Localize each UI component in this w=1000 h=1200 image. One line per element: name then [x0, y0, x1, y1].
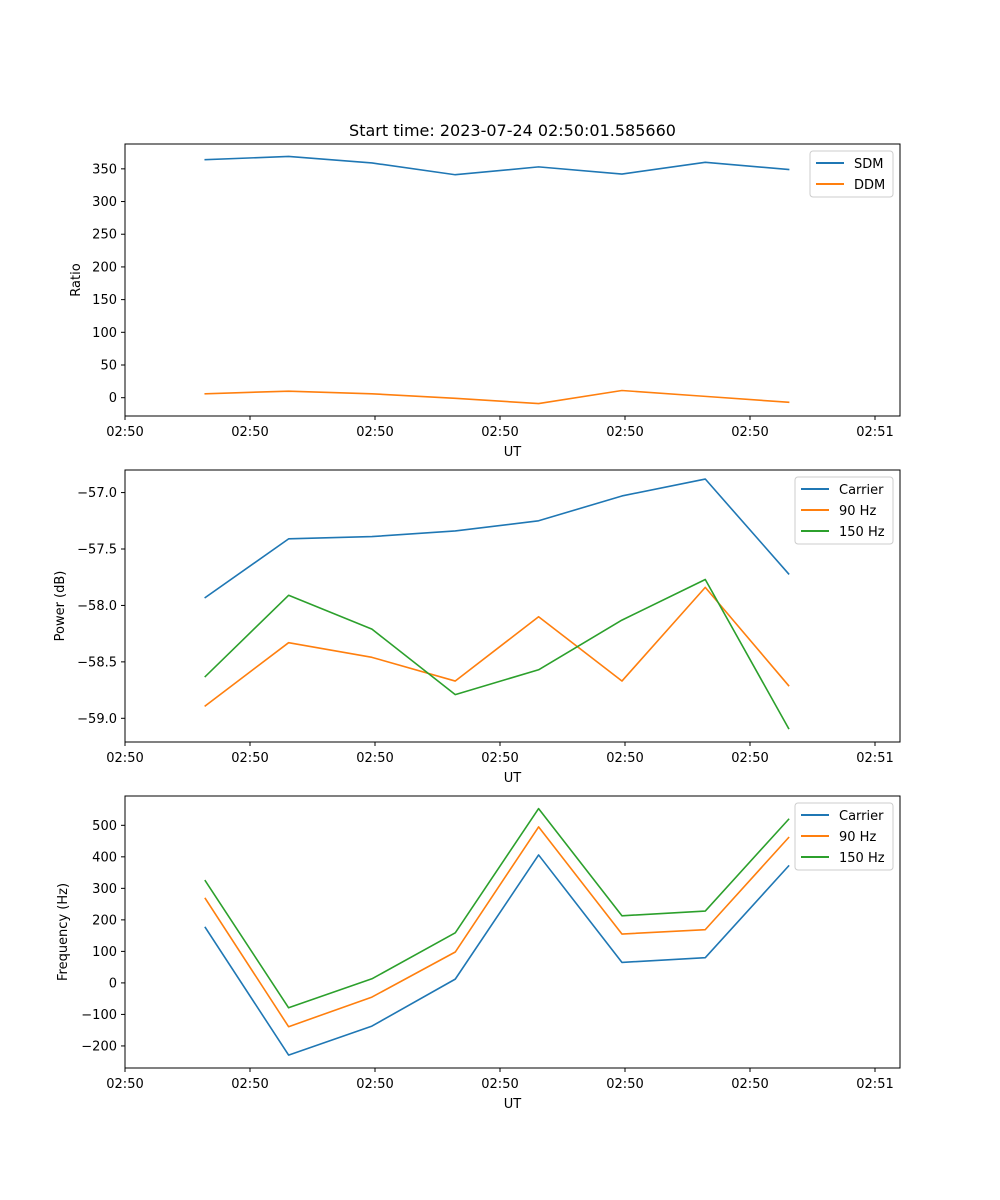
frequency-series-line-carrier [204, 854, 790, 1056]
frequency-plot-area: 02:50 02:50 02:50 02:50 02:50 02:50 02:51 −200 −… [81, 807, 894, 1092]
frequency-y-tick-label-4: 200 [92, 913, 117, 928]
ratio-x-tick-label-5: 02:50 [731, 425, 768, 440]
ratio-x-tick-label-0: 02:50 [106, 425, 143, 440]
frequency-x-axis-label: UT [504, 1097, 522, 1112]
ratio-axes-frame [124, 143, 901, 417]
power-panel: 02:50 02:50 02:50 02:50 02:50 02:50 02:51 −59.0… [53, 469, 901, 786]
power-y-tick-label-1: −58.5 [77, 655, 117, 670]
frequency-y-tick-label-6: 400 [92, 850, 117, 865]
power-y-tick-label-3: −57.5 [77, 543, 117, 558]
power-series-line-90hz [204, 586, 790, 708]
power-x-tick-label-5: 02:50 [731, 751, 768, 766]
ratio-y-tick-label-3: 150 [92, 293, 117, 308]
frequency-y-tick-label-1: −100 [81, 1008, 117, 1023]
power-x-tick-label-1: 02:50 [231, 751, 268, 766]
power-series-line-carrier [204, 478, 790, 599]
ratio-legend-label-sdm: SDM [854, 157, 883, 172]
frequency-x-tick-label-4: 02:50 [606, 1077, 643, 1092]
ratio-x-tick-label-3: 02:50 [481, 425, 518, 440]
frequency-x-tick-label-6: 02:51 [856, 1077, 893, 1092]
power-y-tick-label-0: −59.0 [77, 712, 117, 727]
power-y-tick-label-4: −57.0 [77, 486, 117, 501]
power-x-tick-label-2: 02:50 [356, 751, 393, 766]
frequency-legend-label-90hz: 90 Hz [839, 830, 876, 845]
frequency-x-tick-label-5: 02:50 [731, 1077, 768, 1092]
power-legend-label-150hz: 150 Hz [839, 525, 885, 540]
frequency-axes-frame [124, 795, 901, 1069]
power-x-axis-label: UT [504, 771, 522, 786]
ratio-x-tick-label-4: 02:50 [606, 425, 643, 440]
ratio-y-tick-label-7: 350 [92, 162, 117, 177]
frequency-x-tick-label-2: 02:50 [356, 1077, 393, 1092]
power-axes-frame [124, 469, 901, 743]
power-legend-box [794, 476, 894, 545]
ratio-y-tick-label-6: 300 [92, 195, 117, 210]
ratio-legend: SDM DDM [809, 150, 894, 198]
frequency-y-tick-label-0: −200 [81, 1039, 117, 1054]
frequency-legend-label-150hz: 150 Hz [839, 851, 885, 866]
frequency-y-tick-label-7: 500 [92, 819, 117, 834]
ratio-y-axis-label: Ratio [69, 263, 84, 296]
power-x-tick-label-4: 02:50 [606, 751, 643, 766]
power-legend-label-carrier: Carrier [839, 483, 884, 498]
frequency-x-tick-label-0: 02:50 [106, 1077, 143, 1092]
ratio-x-tick-label-6: 02:51 [856, 425, 893, 440]
frequency-y-tick-label-3: 100 [92, 945, 117, 960]
ratio-y-tick-label-2: 100 [92, 326, 117, 341]
power-y-axis-label: Power (dB) [53, 571, 68, 642]
frequency-y-axis-label: Frequency (Hz) [56, 883, 71, 981]
power-plot-area: 02:50 02:50 02:50 02:50 02:50 02:50 02:51 −59.0… [77, 478, 894, 766]
ratio-series-line-sdm [204, 155, 790, 176]
power-legend: Carrier 90 Hz 150 Hz [794, 476, 894, 545]
ratio-x-axis-label: UT [504, 445, 522, 460]
power-x-tick-label-0: 02:50 [106, 751, 143, 766]
chart-title: Start time: 2023-07-24 02:50:01.585660 [349, 121, 676, 140]
frequency-legend-label-carrier: Carrier [839, 809, 884, 824]
ratio-y-tick-label-1: 50 [100, 359, 117, 374]
ratio-legend-label-ddm: DDM [854, 178, 885, 193]
power-y-tick-label-2: −58.0 [77, 599, 117, 614]
ratio-plot-area: 02:50 02:50 02:50 02:50 02:50 02:50 02:51 0 50 10… [92, 155, 894, 440]
ratio-x-tick-label-1: 02:50 [231, 425, 268, 440]
frequency-x-tick-label-1: 02:50 [231, 1077, 268, 1092]
frequency-y-tick-label-2: 0 [109, 976, 117, 991]
power-x-tick-label-3: 02:50 [481, 751, 518, 766]
ratio-x-tick-label-2: 02:50 [356, 425, 393, 440]
ratio-y-tick-label-0: 0 [109, 391, 117, 406]
frequency-series-line-150hz [204, 807, 790, 1009]
power-x-tick-label-6: 02:51 [856, 751, 893, 766]
frequency-x-tick-label-3: 02:50 [481, 1077, 518, 1092]
power-series-line-150hz [204, 578, 790, 730]
frequency-legend: Carrier 90 Hz 150 Hz [794, 802, 894, 871]
ratio-y-tick-label-4: 200 [92, 260, 117, 275]
ratio-panel: Start time: 2023-07-24 02:50:01.585660 0… [69, 121, 901, 460]
ratio-y-tick-label-5: 250 [92, 228, 117, 243]
power-legend-label-90hz: 90 Hz [839, 504, 876, 519]
ratio-series-line-ddm [204, 389, 790, 405]
frequency-y-tick-label-5: 300 [92, 882, 117, 897]
frequency-series-line-90hz [204, 826, 790, 1028]
frequency-legend-box [794, 802, 894, 871]
frequency-panel: 02:50 02:50 02:50 02:50 02:50 02:50 02:51 −200 −… [56, 795, 901, 1112]
